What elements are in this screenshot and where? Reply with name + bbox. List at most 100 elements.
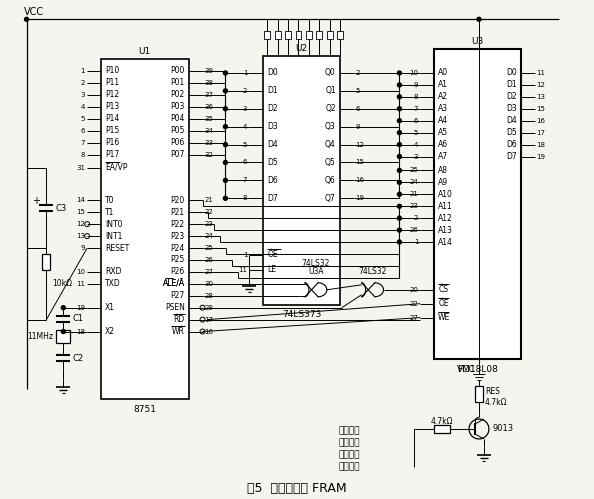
- Text: 30: 30: [204, 281, 213, 287]
- Text: T0: T0: [105, 196, 115, 205]
- Text: P05: P05: [170, 126, 185, 135]
- Text: C1: C1: [72, 314, 83, 323]
- Text: A6: A6: [438, 140, 448, 149]
- Text: P14: P14: [105, 114, 119, 123]
- Text: 2: 2: [356, 70, 360, 76]
- Text: 2: 2: [243, 88, 247, 94]
- Text: RESET: RESET: [105, 244, 129, 252]
- Text: 27: 27: [204, 269, 213, 275]
- Text: 21: 21: [409, 191, 418, 197]
- Text: P21: P21: [170, 208, 185, 217]
- Bar: [264, 31, 270, 39]
- Circle shape: [397, 71, 402, 75]
- Text: 的低电压: 的低电压: [339, 451, 361, 460]
- Text: P23: P23: [170, 232, 185, 241]
- Text: 图5  单片机扩展 FRAM: 图5 单片机扩展 FRAM: [247, 482, 347, 495]
- Text: ŔD: ŔD: [173, 315, 185, 324]
- Text: RXD: RXD: [105, 267, 122, 276]
- Circle shape: [477, 17, 481, 21]
- Text: 16: 16: [536, 118, 546, 124]
- Text: D2: D2: [506, 92, 517, 101]
- Text: 控制器给: 控制器给: [339, 439, 361, 448]
- Bar: [101, 59, 189, 399]
- Circle shape: [223, 71, 228, 75]
- Text: 8: 8: [243, 195, 247, 201]
- Circle shape: [397, 180, 402, 184]
- Text: P00: P00: [170, 66, 185, 75]
- Text: P26: P26: [170, 267, 185, 276]
- Text: A7: A7: [438, 152, 448, 161]
- Text: P06: P06: [170, 138, 185, 147]
- Text: 26: 26: [409, 227, 418, 233]
- Text: 6: 6: [356, 106, 360, 112]
- Text: P15: P15: [105, 126, 119, 135]
- Text: 15: 15: [356, 160, 365, 166]
- Text: D4: D4: [267, 140, 278, 149]
- Text: Q4: Q4: [325, 140, 336, 149]
- Text: 35: 35: [204, 116, 213, 122]
- Text: D5: D5: [506, 128, 517, 137]
- Text: INT1: INT1: [105, 232, 122, 241]
- Text: 32: 32: [204, 152, 213, 158]
- Text: 17: 17: [204, 316, 213, 323]
- Text: 8: 8: [414, 94, 418, 100]
- Text: 28: 28: [204, 293, 213, 299]
- Text: WĒ: WĒ: [438, 313, 450, 322]
- Bar: [475, 386, 483, 402]
- Circle shape: [397, 119, 402, 123]
- Text: 18: 18: [76, 328, 85, 334]
- Circle shape: [397, 204, 402, 208]
- Text: P24: P24: [170, 244, 185, 252]
- Text: C3: C3: [55, 204, 67, 213]
- Text: 电源管理: 电源管理: [339, 427, 361, 436]
- Text: P01: P01: [170, 78, 185, 87]
- Text: 12: 12: [356, 142, 365, 148]
- Circle shape: [397, 95, 402, 99]
- Text: 22: 22: [410, 301, 418, 307]
- Text: D1: D1: [506, 80, 517, 89]
- Text: Q7: Q7: [325, 194, 336, 203]
- Text: 7: 7: [414, 106, 418, 112]
- Text: 14: 14: [76, 197, 85, 203]
- Text: P11: P11: [105, 78, 119, 87]
- Text: 36: 36: [204, 104, 213, 110]
- Text: D6: D6: [267, 176, 278, 185]
- Text: 25: 25: [410, 168, 418, 174]
- Text: 1: 1: [414, 239, 418, 245]
- Text: D7: D7: [506, 152, 517, 161]
- Text: 11: 11: [536, 70, 546, 76]
- Text: 9: 9: [81, 245, 85, 251]
- Text: LE: LE: [267, 265, 276, 274]
- Text: A14: A14: [438, 238, 453, 247]
- Text: X1: X1: [105, 303, 115, 312]
- Circle shape: [397, 155, 402, 159]
- Bar: [56, 329, 70, 343]
- Circle shape: [223, 89, 228, 93]
- Text: +: +: [33, 196, 40, 206]
- Text: 11: 11: [238, 267, 247, 273]
- Text: 3: 3: [414, 154, 418, 160]
- Text: 检测信号: 检测信号: [339, 462, 361, 471]
- Text: 8751: 8751: [133, 405, 156, 414]
- Text: 12: 12: [76, 221, 85, 227]
- Bar: [274, 31, 280, 39]
- Bar: [434, 49, 521, 359]
- Text: RES
4.7kΩ: RES 4.7kΩ: [485, 387, 507, 407]
- Text: VCC: VCC: [457, 365, 476, 374]
- Text: A9: A9: [438, 178, 448, 187]
- Text: 1: 1: [81, 68, 85, 74]
- Text: 39: 39: [204, 68, 213, 74]
- Text: VCC: VCC: [24, 7, 43, 17]
- Text: ĈS: ĈS: [438, 285, 448, 294]
- Text: 74LS373: 74LS373: [282, 310, 321, 319]
- Bar: [263, 56, 340, 305]
- Text: 20: 20: [409, 287, 418, 293]
- Circle shape: [223, 143, 228, 147]
- Circle shape: [61, 306, 65, 310]
- Text: 5: 5: [81, 116, 85, 122]
- Text: D5: D5: [267, 158, 278, 167]
- Text: P04: P04: [170, 114, 185, 123]
- Text: Q6: Q6: [325, 176, 336, 185]
- Text: 4: 4: [243, 124, 247, 130]
- Text: 26: 26: [204, 257, 213, 263]
